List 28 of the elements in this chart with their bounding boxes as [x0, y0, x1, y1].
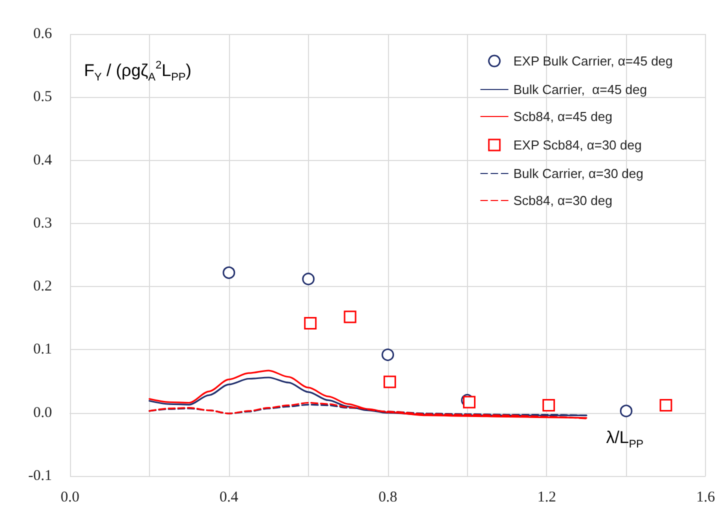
legend-label: Scb84, α=45 deg — [513, 109, 612, 124]
point — [620, 404, 632, 418]
point — [304, 316, 317, 330]
x-tick-label: 0.8 — [378, 490, 398, 505]
y-tick-label: 0.6 — [33, 26, 52, 42]
point — [344, 310, 356, 324]
x-tick-label: 1.2 — [537, 490, 556, 505]
point — [384, 376, 396, 388]
y-tick-label: 0.0 — [33, 404, 52, 421]
x-tick-label: 0.4 — [220, 490, 239, 505]
point — [302, 272, 315, 286]
x-tick-label: 1.6 — [696, 490, 716, 505]
point — [222, 266, 236, 279]
y-tick-label: 0.2 — [33, 278, 52, 295]
y-tick-label: 0.4 — [33, 152, 52, 168]
point — [542, 399, 555, 412]
point — [660, 399, 672, 412]
y-tick-label: -0.1 — [28, 468, 52, 484]
y-tick-label: 0.3 — [33, 215, 52, 232]
y-tick-label: 0.5 — [33, 89, 52, 106]
legend-label: Bulk Carrier, α=45 deg — [513, 82, 647, 97]
legend-label: Bulk Carrier, α=30 deg — [513, 166, 644, 181]
legend-label: Scb84, α=30 deg — [513, 193, 612, 208]
y-tick-label: 0.1 — [33, 342, 52, 358]
legend-label: EXP Scb84, α=30 deg — [513, 138, 642, 152]
point — [382, 348, 394, 362]
legend-label: EXP Bulk Carrier, α=45 deg — [513, 54, 673, 68]
x-tick-label: 0.0 — [60, 490, 80, 505]
